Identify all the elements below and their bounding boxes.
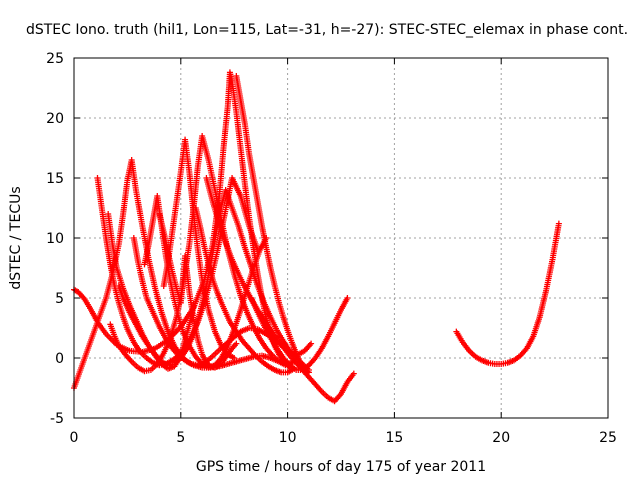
y-tick-label: 25 [46, 51, 64, 67]
x-tick-label: 15 [385, 430, 403, 446]
series-15 [453, 220, 562, 367]
x-tick-label: 0 [70, 430, 79, 446]
data-point [308, 340, 315, 347]
series-9 [156, 211, 240, 371]
data-point [344, 295, 351, 301]
data-point [305, 369, 312, 376]
y-tick-label: 15 [46, 171, 64, 187]
y-axis: -5 0 5 10 15 20 25 [46, 51, 608, 427]
series-13 [233, 73, 312, 376]
data-point [350, 370, 357, 377]
data-point [555, 220, 562, 227]
x-axis: 0 5 10 15 20 25 [70, 58, 617, 446]
y-tick-label: 0 [55, 351, 64, 367]
data-point [233, 340, 240, 347]
y-tick-label: -5 [50, 411, 64, 427]
x-axis-label: GPS time / hours of day 175 of year 2011 [196, 459, 486, 475]
y-tick-label: 5 [55, 291, 64, 307]
series-7 [130, 235, 315, 369]
series-14 [248, 295, 351, 373]
y-axis-label: dSTEC / TECUs [8, 186, 24, 289]
x-tick-label: 25 [599, 430, 617, 446]
x-tick-label: 5 [176, 430, 185, 446]
series-10 [160, 136, 238, 361]
chart-title: dSTEC Iono. truth (hil1, Lon=115, Lat=-3… [26, 22, 628, 38]
y-tick-label: 10 [46, 231, 64, 247]
series-11 [192, 205, 298, 376]
x-tick-label: 10 [279, 430, 297, 446]
y-tick-label: 20 [46, 111, 64, 127]
data-points [71, 69, 562, 405]
x-tick-label: 20 [492, 430, 510, 446]
data-point [231, 355, 238, 361]
